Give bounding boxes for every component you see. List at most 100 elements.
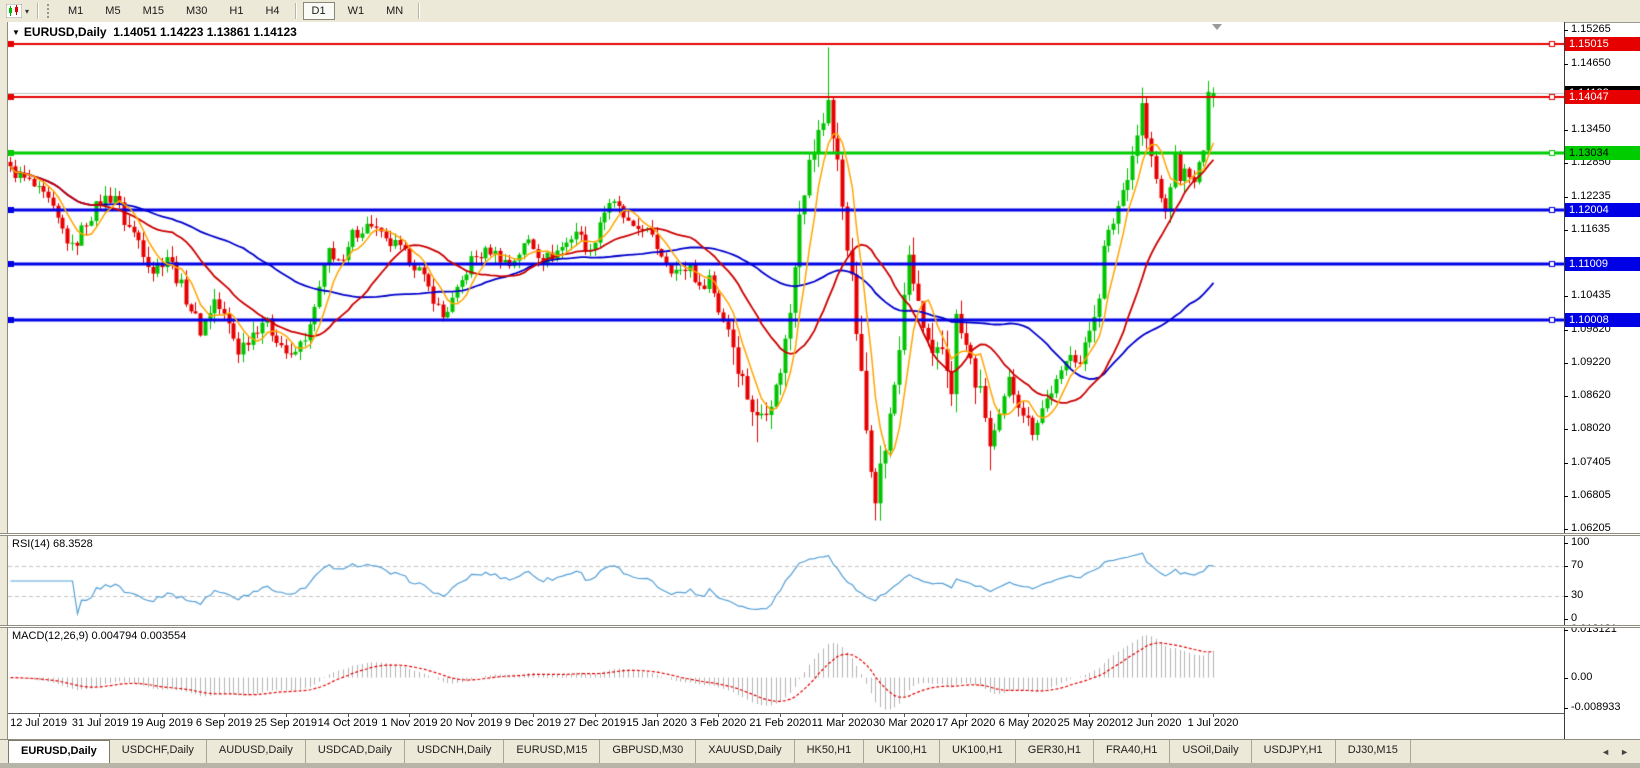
time-axis-date-label: 31 Jul 2019 (71, 717, 129, 729)
price-axis-tick (1564, 129, 1568, 131)
price-axis-tick-label: 1.08620 (1571, 388, 1611, 401)
timeframe-button-m30[interactable]: M30 (185, 5, 208, 17)
timeframe-button-h1[interactable]: H1 (229, 5, 244, 17)
time-axis-date-label: 15 Jan 2020 (626, 717, 687, 729)
chart-shift-marker[interactable] (1212, 24, 1222, 30)
time-axis-date-label: 1 Jul 2020 (1187, 717, 1239, 729)
time-axis-date-label: 30 Mar 2020 (873, 717, 935, 729)
tab-xauusd-daily[interactable]: XAUUSD,Daily (696, 740, 795, 763)
timeframe-button-h4[interactable]: H4 (265, 5, 280, 17)
hline-price-badge: 1.13034 (1565, 145, 1640, 160)
time-axis-date-label: 20 Nov 2019 (440, 717, 503, 729)
tab-eurusd-m15[interactable]: EURUSD,M15 (504, 740, 601, 763)
time-axis[interactable] (8, 713, 1564, 739)
tabs-scroll-left-icon[interactable]: ◄ (1601, 746, 1611, 757)
time-axis-tick (780, 713, 782, 717)
time-axis-date-label: 25 May 2020 (1057, 717, 1122, 729)
price-axis-tick-label: 1.08020 (1571, 422, 1611, 435)
time-axis-date-label: 25 Sep 2019 (254, 717, 317, 729)
macd-axis-tick (1564, 708, 1568, 709)
price-axis-tick (1564, 495, 1568, 497)
panel-separator[interactable] (0, 625, 1640, 628)
macd-axis-tick-label: -0.008933 (1571, 701, 1621, 713)
panel-separator[interactable] (0, 533, 1640, 536)
chart-tabs: EURUSD,Daily USDCHF,Daily AUDUSD,Daily USDC… (8, 740, 1411, 763)
time-axis-date-label: 19 Aug 2019 (131, 717, 194, 729)
tab-usdcnh-daily[interactable]: USDCNH,Daily (405, 740, 505, 763)
price-axis-tick (1564, 395, 1568, 397)
timeframe-button-m1[interactable]: M1 (68, 5, 84, 17)
price-axis-tick (1564, 196, 1568, 198)
macd-axis-tick (1564, 630, 1568, 631)
time-axis-tick (285, 713, 287, 717)
tab-hk50-h1[interactable]: HK50,H1 (795, 740, 865, 763)
tab-uk100-h1[interactable]: UK100,H1 (864, 740, 941, 763)
time-axis-date-label: 12 Jun 2020 (1120, 717, 1182, 729)
time-axis-tick (903, 713, 905, 717)
tab-uk100-h1[interactable]: UK100,H1 (940, 740, 1016, 763)
price-axis-tick (1564, 362, 1568, 364)
timeframe-button-m15[interactable]: M15 (142, 5, 164, 17)
price-axis-tick-label: 1.11635 (1571, 222, 1610, 235)
tab-usdcad-daily[interactable]: USDCAD,Daily (306, 740, 405, 763)
time-axis-tick (1089, 713, 1091, 717)
price-chart-canvas[interactable] (8, 22, 1564, 533)
price-axis-tick (1564, 429, 1568, 431)
toolbar: ▾ M1 M5 M15 M30 H1 H4 D1 W1 MN (0, 0, 1640, 23)
price-axis-tick (1564, 30, 1568, 31)
time-axis-tick (656, 713, 658, 717)
toolbar-separator (294, 3, 297, 19)
window-bottom-edge (0, 763, 1640, 768)
price-axis-tick-label: 1.06205 (1571, 522, 1611, 534)
rsi-indicator-canvas[interactable] (8, 536, 1564, 625)
rsi-axis-tick-label: 30 (1571, 589, 1584, 602)
timeframe-button-mn[interactable]: MN (386, 5, 404, 17)
rsi-axis-tick (1564, 565, 1568, 567)
price-axis-tick (1564, 529, 1568, 530)
chart-type-dropdown-caret-icon[interactable]: ▾ (25, 6, 30, 16)
rsi-axis-tick-label: 0 (1571, 612, 1578, 624)
time-axis-date-label: 12 Jul 2019 (10, 717, 67, 729)
toolbar-separator (37, 3, 40, 19)
tab-usdchf-daily[interactable]: USDCHF,Daily (110, 740, 207, 763)
rsi-axis-tick (1564, 596, 1568, 598)
time-axis-date-label: 11 Mar 2020 (811, 717, 873, 729)
tab-dj30-m15[interactable]: DJ30,M15 (1336, 740, 1411, 763)
price-axis-tick (1564, 329, 1568, 331)
price-axis-tick-label: 1.09220 (1571, 355, 1611, 368)
time-axis-tick (471, 713, 473, 717)
tab-gbpusd-m30[interactable]: GBPUSD,M30 (600, 740, 697, 763)
chart-title: ▼ EURUSD,Daily 1.14051 1.14223 1.13861 1.… (12, 25, 297, 39)
tab-eurusd-daily[interactable]: EURUSD,Daily (8, 740, 110, 763)
time-axis-date-label: 9 Dec 2019 (504, 717, 562, 729)
rsi-axis-tick (1564, 543, 1568, 544)
rsi-axis-tick (1564, 619, 1568, 620)
chart-type-icon[interactable] (3, 2, 25, 20)
timeframe-toolbar-buttons: M1 M5 M15 M30 H1 H4 D1 W1 MN (57, 2, 424, 20)
tab-audusd-daily[interactable]: AUDUSD,Daily (207, 740, 306, 763)
time-axis-date-label: 3 Feb 2020 (690, 717, 747, 729)
price-axis-tick (1564, 296, 1568, 298)
tabs-scroll-right-icon[interactable]: ► (1620, 746, 1629, 757)
tab-usdjpy-h1[interactable]: USDJPY,H1 (1252, 740, 1336, 763)
price-axis-tick (1564, 229, 1568, 231)
chart-ohlc-values: 1.14051 1.14223 1.13861 1.14123 (113, 25, 297, 39)
timeframe-button-w1[interactable]: W1 (347, 5, 365, 17)
timeframe-button-d1[interactable]: D1 (302, 2, 335, 20)
price-axis-tick-label: 1.07405 (1571, 455, 1611, 468)
tab-fra40-h1[interactable]: FRA40,H1 (1094, 740, 1171, 763)
tab-scroll-controls: ◄ ► (1596, 740, 1640, 763)
timeframe-button-m5[interactable]: M5 (105, 5, 121, 17)
time-axis-date-label: 6 Sep 2019 (195, 717, 253, 729)
chart-dropdown-arrow-icon[interactable]: ▼ (12, 28, 20, 37)
tab-ger30-h1[interactable]: GER30,H1 (1016, 740, 1094, 763)
toolbar-grip-handle[interactable] (47, 4, 51, 18)
time-axis-tick (533, 713, 535, 717)
time-axis-tick (223, 713, 225, 717)
rsi-label: RSI(14) 68.3528 (12, 538, 93, 550)
macd-indicator-canvas[interactable] (8, 628, 1564, 713)
macd-axis-tick-label: 0.00 (1571, 670, 1593, 683)
price-axis-tick (1564, 163, 1568, 164)
tab-usoil-daily[interactable]: USOil,Daily (1170, 740, 1252, 763)
